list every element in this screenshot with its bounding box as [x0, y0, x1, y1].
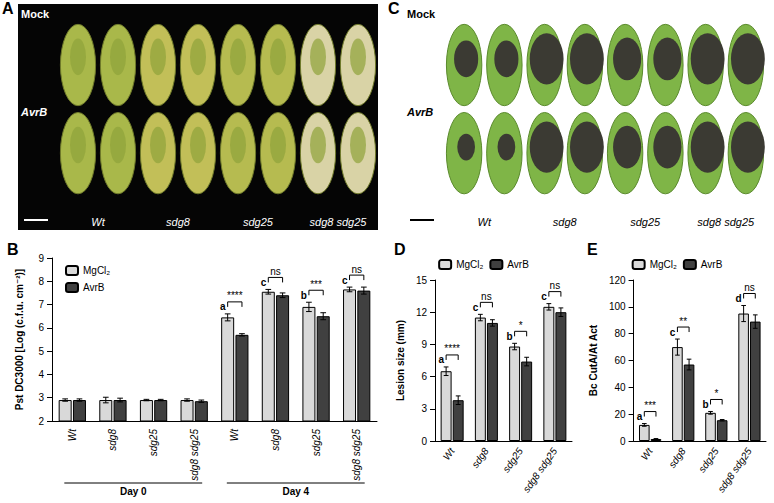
svg-text:15: 15 [416, 275, 428, 286]
svg-text:Wt: Wt [441, 445, 458, 462]
svg-text:sdg8 sdg25: sdg8 sdg25 [697, 216, 755, 228]
svg-text:Bc CutA/At Act: Bc CutA/At Act [588, 324, 599, 396]
svg-text:2: 2 [38, 416, 44, 427]
svg-text:12: 12 [416, 307, 428, 318]
svg-text:120: 120 [609, 275, 626, 286]
svg-text:Lesion size (mm): Lesion size (mm) [395, 320, 406, 401]
svg-text:Pst DC3000 [Log (c.f.u. cm⁻²)]: Pst DC3000 [Log (c.f.u. cm⁻²)] [14, 269, 25, 410]
svg-text:sdg8 sdg25: sdg8 sdg25 [351, 429, 362, 481]
svg-text:9: 9 [421, 339, 427, 350]
svg-text:c: c [342, 275, 348, 286]
svg-text:MgCl₂: MgCl₂ [83, 265, 110, 276]
svg-text:Wt: Wt [67, 428, 78, 441]
svg-text:AvrB: AvrB [507, 259, 529, 270]
svg-text:*: * [519, 320, 523, 331]
svg-text:sdg8: sdg8 [469, 445, 491, 469]
svg-text:sdg8 sdg25: sdg8 sdg25 [715, 445, 754, 494]
svg-text:Wt: Wt [229, 428, 240, 441]
html-text:A: A [2, 0, 14, 17]
svg-text:60: 60 [614, 355, 626, 366]
svg-text:ns: ns [270, 266, 281, 277]
svg-text:****: **** [444, 343, 460, 354]
svg-text:**: ** [679, 316, 687, 327]
svg-text:8: 8 [38, 276, 44, 287]
svg-text:AvrB: AvrB [406, 106, 433, 118]
svg-text:Day 4: Day 4 [282, 486, 309, 497]
svg-text:sdg25: sdg25 [500, 445, 525, 474]
svg-text:ns: ns [481, 291, 492, 302]
svg-text:Wt: Wt [639, 445, 656, 462]
svg-text:sdg25: sdg25 [311, 429, 322, 457]
svg-text:0: 0 [620, 436, 626, 447]
svg-text:D: D [394, 241, 406, 258]
svg-text:***: *** [310, 279, 322, 290]
svg-text:b: b [702, 399, 708, 410]
svg-text:b: b [506, 331, 512, 342]
svg-text:0: 0 [421, 436, 427, 447]
svg-text:6: 6 [421, 371, 427, 382]
svg-text:3: 3 [38, 392, 44, 403]
svg-text:B: B [7, 241, 19, 258]
svg-text:40: 40 [614, 382, 626, 393]
svg-text:MgCl₂: MgCl₂ [650, 259, 677, 270]
svg-text:AvrB: AvrB [20, 106, 47, 118]
svg-text:AvrB: AvrB [701, 259, 723, 270]
svg-text:3: 3 [421, 403, 427, 414]
svg-text:ns: ns [744, 282, 755, 293]
svg-text:6: 6 [38, 322, 44, 333]
svg-text:sdg8 sdg25: sdg8 sdg25 [189, 429, 200, 481]
svg-text:sdg8: sdg8 [270, 429, 281, 451]
svg-text:a: a [637, 411, 643, 422]
svg-text:7: 7 [38, 299, 44, 310]
svg-text:sdg25: sdg25 [243, 216, 274, 228]
svg-text:Day 0: Day 0 [120, 486, 147, 497]
svg-text:d: d [736, 293, 742, 304]
svg-text:*: * [714, 388, 718, 399]
svg-text:Wt: Wt [91, 216, 105, 228]
svg-text:b: b [301, 290, 307, 301]
svg-text:20: 20 [614, 409, 626, 420]
svg-text:sdg8 sdg25: sdg8 sdg25 [521, 445, 560, 494]
svg-text:sdg8: sdg8 [107, 429, 118, 451]
svg-text:Mock: Mock [407, 8, 436, 20]
svg-text:80: 80 [614, 328, 626, 339]
svg-text:c: c [670, 327, 676, 338]
svg-text:c: c [541, 291, 547, 302]
svg-text:MgCl₂: MgCl₂ [456, 259, 483, 270]
svg-text:ns: ns [351, 264, 362, 275]
svg-text:a: a [220, 301, 226, 312]
svg-text:sdg8: sdg8 [666, 445, 688, 469]
svg-text:Mock: Mock [21, 8, 50, 20]
svg-text:sdg25: sdg25 [148, 429, 159, 457]
svg-text:a: a [439, 354, 445, 365]
svg-text:9: 9 [38, 253, 44, 264]
svg-text:****: **** [227, 290, 243, 301]
svg-text:E: E [587, 241, 598, 258]
svg-text:Wt: Wt [478, 216, 492, 228]
svg-text:sdg8: sdg8 [166, 216, 191, 228]
svg-text:c: c [261, 277, 267, 288]
svg-text:sdg8 sdg25: sdg8 sdg25 [310, 216, 368, 228]
svg-text:5: 5 [38, 346, 44, 357]
svg-text:***: *** [644, 400, 656, 411]
svg-text:sdg25: sdg25 [696, 445, 721, 474]
svg-text:ns: ns [550, 280, 561, 291]
svg-text:sdg8: sdg8 [553, 216, 578, 228]
svg-text:100: 100 [609, 301, 626, 312]
html-text:C: C [388, 0, 400, 17]
svg-text:c: c [473, 302, 479, 313]
svg-text:AvrB: AvrB [83, 282, 105, 293]
svg-text:sdg25: sdg25 [630, 216, 661, 228]
svg-text:4: 4 [38, 369, 44, 380]
